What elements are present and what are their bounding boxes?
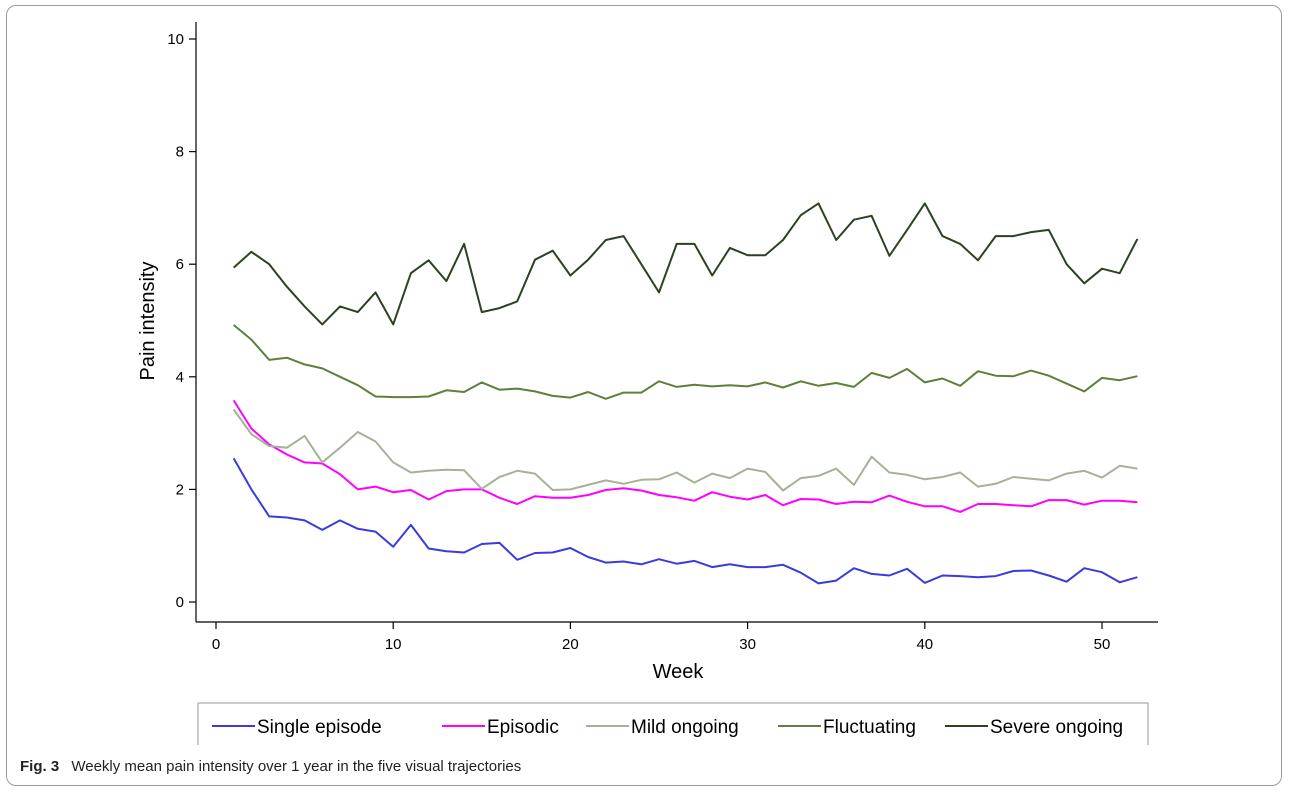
series-line-single-episode [232, 457, 1138, 585]
y-tick-label: 0 [176, 594, 184, 611]
series-line-severe-ongoing [233, 202, 1139, 326]
plot-area [232, 202, 1139, 585]
x-axis: 0 10 20 30 40 50 [196, 621, 1158, 653]
caption-text: Weekly mean pain intensity over 1 year i… [71, 758, 522, 775]
series-line-fluctuating [233, 324, 1138, 400]
y-tick-label: 2 [176, 481, 184, 498]
legend-item-mild-ongoing: Mild ongoing [586, 717, 739, 738]
y-tick-label: 8 [176, 144, 184, 161]
x-tick-label: 30 [739, 636, 756, 653]
y-tick-label: 10 [167, 31, 184, 48]
series-line-episodic [232, 399, 1138, 513]
legend-item-episodic: Episodic [442, 717, 559, 738]
x-tick-label: 0 [212, 636, 220, 653]
x-tick-label: 20 [562, 636, 579, 653]
legend: Single episode Episodic Mild ongoing Fluctu… [197, 702, 1149, 745]
legend-item-severe-ongoing: Severe ongoing [945, 717, 1123, 738]
figure-label: Fig. 3 [20, 758, 60, 775]
figure-frame [6, 5, 1282, 786]
legend-label: Fluctuating [823, 717, 916, 738]
y-axis: 0 2 4 6 8 10 [167, 22, 197, 622]
series-line-mild-ongoing [232, 408, 1138, 492]
x-tick-label: 50 [1094, 636, 1111, 653]
legend-item-single-episode: Single episode [212, 717, 382, 738]
x-axis-title: Week [653, 661, 705, 683]
figure-caption: Fig. 3 Weekly mean pain intensity over 1… [20, 758, 521, 775]
legend-box [197, 702, 1149, 745]
y-axis-title: Pain intensity [137, 262, 159, 381]
legend-label: Severe ongoing [990, 717, 1123, 738]
x-tick-label: 40 [916, 636, 933, 653]
y-tick-label: 6 [176, 256, 184, 273]
legend-label: Single episode [257, 717, 382, 738]
y-tick-label: 4 [176, 369, 184, 386]
legend-label: Episodic [487, 717, 559, 738]
legend-label: Mild ongoing [631, 717, 739, 738]
x-tick-label: 10 [385, 636, 402, 653]
legend-item-fluctuating: Fluctuating [778, 717, 916, 738]
